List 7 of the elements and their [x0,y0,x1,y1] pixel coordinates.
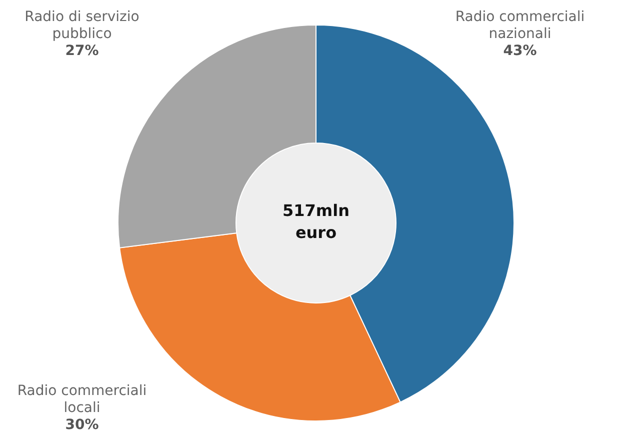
text: 517mln euro [282,201,350,242]
slice-label: Radio commerciali locali [17,383,147,416]
slice-label: Radio commerciali nazionali [455,9,585,42]
slice-label: Radio di servizio pubblico [24,9,140,42]
data-label: 30% [65,417,99,433]
data-label: 27% [65,43,99,59]
data-label: 43% [503,43,537,59]
